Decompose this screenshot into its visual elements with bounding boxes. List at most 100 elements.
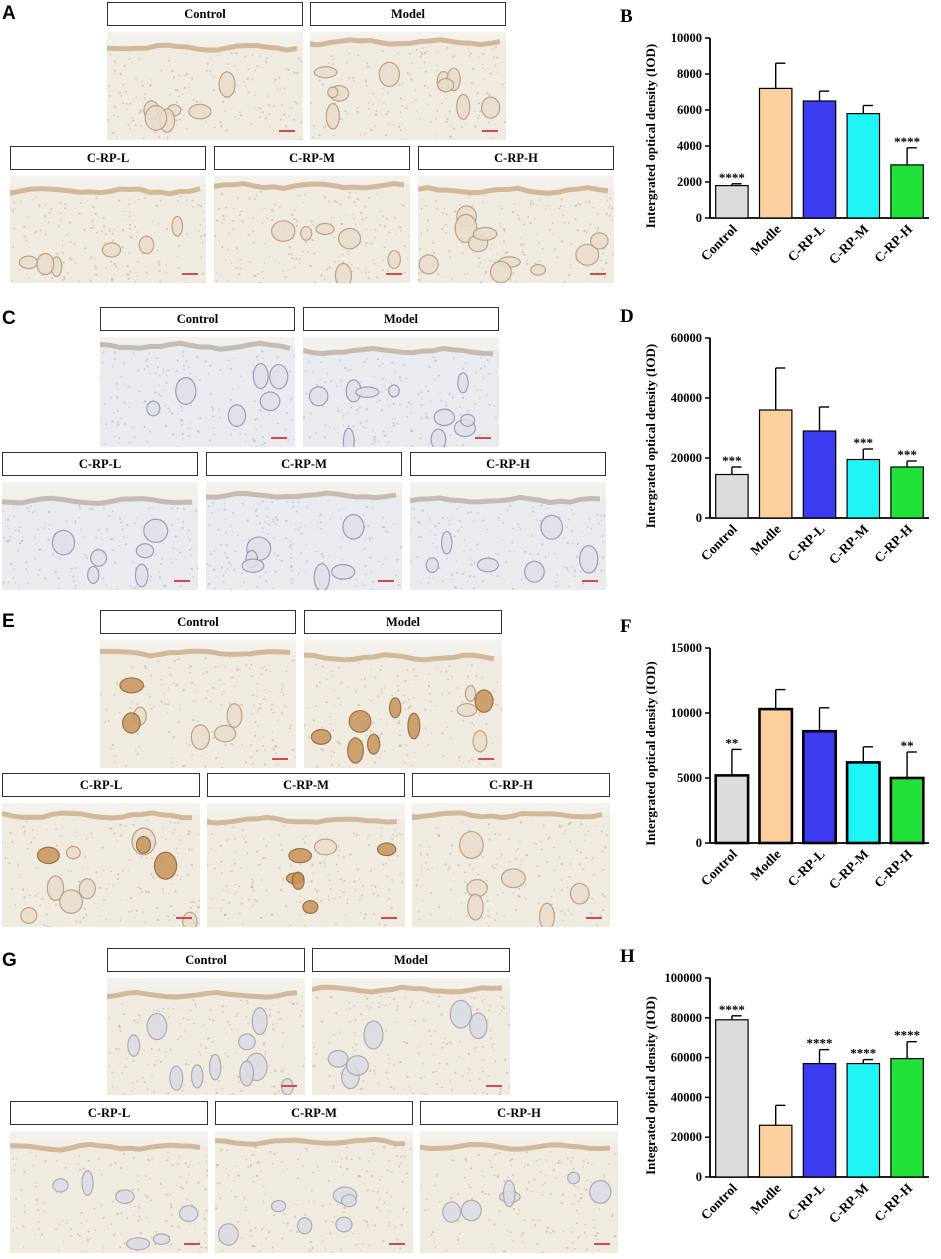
chart-d: D 0 20000 40000 60000 Intergrated optical den…	[620, 306, 929, 567]
label-model-a: Model	[310, 2, 506, 26]
significance-label: ****	[850, 1046, 876, 1061]
bar-c-rp-m	[845, 761, 881, 845]
bar-modle	[758, 707, 794, 845]
micrograph-control-c	[100, 337, 295, 447]
tissue-texture	[2, 810, 200, 927]
micrograph-model-e	[304, 640, 502, 768]
x-tick-label: C-RP-M	[826, 1180, 872, 1226]
label-model-g: Model	[312, 948, 510, 972]
tissue-texture	[418, 185, 614, 283]
bar-c-rp-h	[890, 466, 924, 519]
x-tick-label: C-RP-L	[785, 222, 828, 265]
y-tick-label: 40000	[671, 391, 702, 405]
tissue-texture	[100, 648, 296, 768]
x-tick-label: C-RP-M	[826, 221, 872, 267]
y-tick-label: 80000	[671, 1011, 702, 1025]
bar-control	[715, 1019, 749, 1178]
x-tick-label: C-RP-L	[785, 847, 828, 890]
bar-c-rp-l	[802, 1062, 837, 1178]
micrograph-c-rp-l-g	[10, 1131, 208, 1253]
tissue-texture	[2, 495, 198, 590]
tissue-texture	[420, 1142, 618, 1253]
label-c-rp-m-g: C-RP-M	[215, 1101, 413, 1125]
micrograph-model-c	[303, 337, 499, 447]
label-c-rp-l-a: C-RP-L	[10, 146, 206, 170]
panel-letter: H	[620, 946, 635, 967]
x-tick-label: Control	[698, 1180, 740, 1222]
x-tick-label: C-RP-H	[871, 846, 915, 890]
significance-label: ****	[807, 1036, 833, 1051]
label-c-rp-l-g: C-RP-L	[10, 1101, 208, 1125]
panel-letter-c: C	[2, 308, 16, 329]
tissue-texture	[310, 37, 506, 140]
y-tick-label: 0	[696, 836, 702, 850]
significance-label: ***	[722, 453, 742, 468]
bar-control	[714, 774, 750, 845]
chart-b: B 0 2000 4000 6000 8000 10000 Intergrated optic…	[620, 6, 929, 267]
x-tick-label: Modle	[747, 222, 784, 259]
tissue-texture	[214, 181, 410, 283]
micrograph-control-e	[100, 640, 296, 768]
bar-control	[715, 185, 749, 219]
micrograph-model-a	[310, 32, 506, 140]
label-c-rp-h-c: C-RP-H	[410, 452, 606, 476]
panel-letter-a: A	[2, 3, 16, 24]
tissue-texture	[304, 652, 502, 768]
label-model-e: Model	[304, 610, 502, 634]
micrograph-c-rp-m-a	[214, 176, 410, 283]
micrograph-c-rp-h-g	[420, 1131, 618, 1253]
tissue-texture	[206, 490, 402, 590]
y-tick-label: 0	[696, 1170, 702, 1184]
label-control-a: Control	[107, 2, 303, 26]
label-c-rp-m-a: C-RP-M	[214, 146, 410, 170]
micrograph-c-rp-m-c	[206, 482, 402, 590]
micrograph-c-rp-l-c	[2, 482, 198, 590]
y-tick-label: 8000	[677, 67, 702, 81]
y-tick-label: 15000	[671, 641, 702, 655]
bar-c-rp-m	[846, 1062, 881, 1178]
significance-label: **	[725, 735, 738, 750]
bar-modle	[758, 87, 793, 219]
tissue-texture	[410, 494, 606, 590]
bar-c-rp-l	[802, 100, 837, 219]
y-axis-label: Intergrated optical density (IOD)	[643, 44, 658, 229]
micrograph-c-rp-h-e	[412, 803, 610, 927]
micrograph-c-rp-m-g	[215, 1131, 413, 1253]
significance-label: ***	[854, 435, 874, 450]
tissue-texture	[412, 810, 610, 927]
x-tick-label: Modle	[747, 522, 784, 559]
bar-c-rp-h	[889, 776, 925, 845]
tissue-texture	[303, 345, 499, 447]
bar-c-rp-m	[846, 112, 881, 219]
significance-label: **	[901, 738, 914, 753]
y-tick-label: 4000	[677, 139, 702, 153]
panel-letter: F	[620, 616, 632, 637]
label-control-c: Control	[100, 307, 295, 331]
significance-label: ****	[719, 170, 745, 185]
y-tick-label: 60000	[671, 1051, 702, 1065]
label-c-rp-h-g: C-RP-H	[420, 1101, 618, 1125]
bar-c-rp-m	[846, 458, 881, 519]
significance-label: ****	[719, 1002, 745, 1017]
x-tick-label: C-RP-L	[785, 1181, 828, 1224]
panel-letter: B	[620, 6, 633, 27]
y-tick-label: 5000	[677, 771, 702, 785]
bar-control	[715, 473, 749, 519]
label-model-c: Model	[303, 307, 499, 331]
panel-letter-e: E	[2, 611, 15, 632]
label-c-rp-h-e: C-RP-H	[412, 773, 610, 797]
y-tick-label: 0	[696, 511, 702, 525]
tissue-texture	[107, 990, 305, 1095]
micrograph-control-g	[107, 978, 305, 1095]
x-tick-label: C-RP-L	[785, 522, 828, 565]
y-axis-label: Intergrated optical density (IOD)	[643, 344, 658, 529]
chart-f: F 0 5000 10000 15000 Intergrated optical dens…	[620, 616, 929, 892]
tissue-texture	[100, 340, 295, 447]
y-tick-label: 60000	[671, 331, 702, 345]
panel-letter-g: G	[2, 950, 17, 971]
tissue-texture	[107, 42, 303, 140]
label-control-e: Control	[100, 610, 296, 634]
y-tick-label: 20000	[671, 451, 702, 465]
y-tick-label: 0	[696, 211, 702, 225]
x-tick-label: C-RP-M	[826, 521, 872, 567]
